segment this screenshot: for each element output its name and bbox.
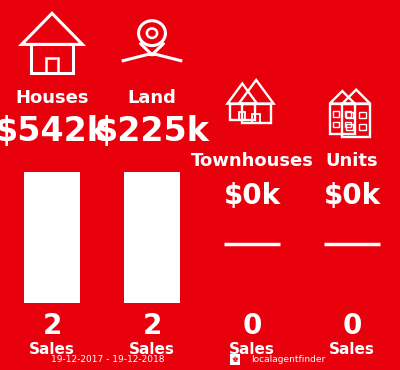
Text: $225k: $225k (94, 115, 210, 148)
Text: Sales: Sales (229, 342, 275, 357)
Text: $0k: $0k (324, 182, 380, 210)
Text: 19-12-2017 - 19-12-2018: 19-12-2017 - 19-12-2018 (51, 356, 165, 364)
Text: $0k: $0k (224, 182, 280, 210)
Text: 0: 0 (342, 312, 362, 340)
FancyBboxPatch shape (230, 354, 240, 365)
Text: Houses: Houses (15, 89, 89, 107)
Text: 0: 0 (242, 312, 262, 340)
Text: localagentfinder: localagentfinder (251, 356, 325, 364)
Text: ♚: ♚ (232, 355, 238, 364)
Text: Sales: Sales (29, 342, 75, 357)
Text: Townhouses: Townhouses (190, 152, 314, 170)
Text: Sales: Sales (129, 342, 175, 357)
Text: 2: 2 (142, 312, 162, 340)
Text: Units: Units (326, 152, 378, 170)
Text: Land: Land (128, 89, 176, 107)
Text: 2: 2 (42, 312, 62, 340)
Text: $542k: $542k (0, 115, 110, 148)
Text: Sales: Sales (329, 342, 375, 357)
FancyBboxPatch shape (24, 172, 80, 303)
FancyBboxPatch shape (124, 172, 180, 303)
